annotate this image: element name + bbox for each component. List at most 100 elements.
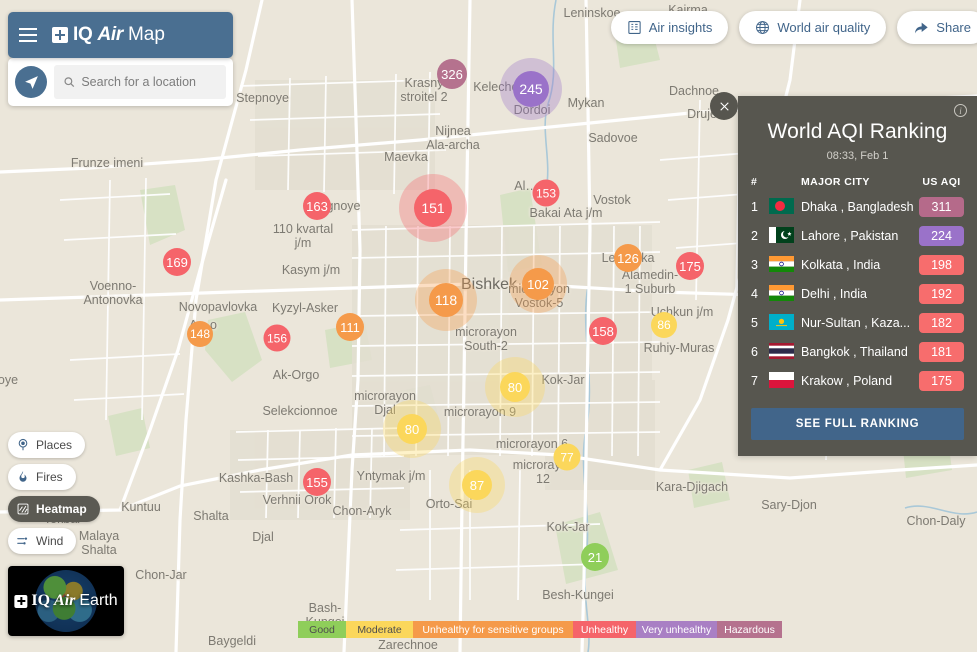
map-layer-toggles: Places Fires Heatmap Wind xyxy=(8,432,100,554)
layer-toggle-label: Wind xyxy=(36,534,64,548)
aqi-marker-value: 151 xyxy=(414,189,452,227)
aqi-marker[interactable]: 156 xyxy=(263,324,291,352)
aqi-marker[interactable]: 169 xyxy=(163,248,191,276)
search-field[interactable] xyxy=(54,65,226,99)
aqi-marker[interactable]: 153 xyxy=(532,179,560,207)
iqair-earth-widget[interactable]: IQ Air Earth xyxy=(8,566,124,636)
aqi-value-chip: 224 xyxy=(919,226,964,246)
aqi-marker[interactable]: 118 xyxy=(415,269,477,331)
aqi-marker[interactable]: 102 xyxy=(509,255,567,313)
country-flag-icon xyxy=(769,313,801,333)
hamburger-menu-icon[interactable] xyxy=(8,12,48,58)
layer-toggle-places[interactable]: Places xyxy=(8,432,86,458)
ranking-row-aqi: 192 xyxy=(919,284,964,304)
world-aqi-ranking-panel: i World AQI Ranking 08:33, Feb 1 # MAJOR… xyxy=(710,92,977,456)
country-flag-icon xyxy=(769,255,801,275)
aqi-marker[interactable]: 111 xyxy=(336,313,364,341)
aqi-marker-value: 77 xyxy=(553,443,581,471)
aqi-marker[interactable]: 158 xyxy=(589,317,617,345)
earth-brand-iq: IQ xyxy=(31,592,51,609)
ranking-row-aqi: 182 xyxy=(919,313,964,333)
aqi-marker[interactable]: 245 xyxy=(500,58,562,120)
ranking-row-rank: 6 xyxy=(751,345,758,359)
info-icon[interactable]: i xyxy=(954,104,967,117)
flame-icon xyxy=(16,470,30,484)
layer-toggle-wind[interactable]: Wind xyxy=(8,528,77,554)
close-icon[interactable] xyxy=(710,92,738,120)
layer-toggle-label: Fires xyxy=(36,470,63,484)
share-button[interactable]: Share xyxy=(897,11,977,44)
ranking-row[interactable]: 7 Krakow , Poland 175 xyxy=(751,371,964,391)
air-insights-button[interactable]: Air insights xyxy=(610,11,729,44)
aqi-marker[interactable]: 87 xyxy=(449,457,505,513)
world-air-quality-button[interactable]: World air quality xyxy=(739,11,887,44)
ranking-row[interactable]: 2 Lahore , Pakistan 224 xyxy=(751,226,964,246)
map-urban-blocks xyxy=(230,80,655,520)
aqi-value-chip: 198 xyxy=(919,255,964,275)
layer-toggle-heatmap[interactable]: Heatmap xyxy=(8,496,100,522)
ranking-row[interactable]: 4 Delhi , India 192 xyxy=(751,284,964,304)
country-flag-icon xyxy=(769,284,801,304)
ranking-row-rank: 5 xyxy=(751,316,758,330)
aqi-marker-value: 21 xyxy=(581,543,609,571)
column-header-aqi: US AQI xyxy=(922,176,961,188)
ranking-row[interactable]: 1 Dhaka , Bangladesh 311 xyxy=(751,197,964,217)
ranking-row-city: Krakow , Poland xyxy=(801,374,893,388)
globe-image xyxy=(35,570,97,632)
world-air-quality-label: World air quality xyxy=(777,20,871,35)
navigation-arrow-glyph xyxy=(24,75,38,89)
iqair-cross-icon xyxy=(14,594,28,608)
aqi-marker-value: 118 xyxy=(429,283,463,317)
ranking-row-city: Kolkata , India xyxy=(801,258,881,272)
ranking-row-rank: 7 xyxy=(751,374,758,388)
top-action-pills: Air insights World air quality Share xyxy=(610,11,977,44)
search-card xyxy=(8,58,233,106)
aqi-marker[interactable]: 155 xyxy=(303,468,331,496)
ranking-row[interactable]: 6 Bangkok , Thailand 181 xyxy=(751,342,964,362)
ranking-row-aqi: 175 xyxy=(919,371,964,391)
country-flag-icon xyxy=(769,197,801,217)
column-header-rank: # xyxy=(751,176,758,188)
aqi-marker-value: 102 xyxy=(522,268,554,300)
aqi-value-chip: 175 xyxy=(919,371,964,391)
aqi-marker-value: 153 xyxy=(532,179,560,207)
search-input[interactable] xyxy=(81,75,217,89)
aqi-marker[interactable]: 80 xyxy=(485,357,545,417)
aqi-marker[interactable]: 80 xyxy=(383,400,441,458)
share-arrow-icon xyxy=(915,22,928,33)
legend-item: Good xyxy=(298,621,346,638)
aqi-value-chip: 182 xyxy=(919,313,964,333)
ranking-row[interactable]: 3 Kolkata , India 198 xyxy=(751,255,964,275)
places-pin-icon xyxy=(16,438,30,452)
ranking-row[interactable]: 5 Nur-Sultan , Kaza... 182 xyxy=(751,313,964,333)
aqi-marker[interactable]: 151 xyxy=(399,174,467,242)
layer-toggle-fires[interactable]: Fires xyxy=(8,464,76,490)
aqi-marker-value: 111 xyxy=(336,313,364,341)
aqi-marker[interactable]: 326 xyxy=(437,59,467,89)
earth-brand: IQ Air Earth xyxy=(14,592,118,610)
column-header-city: MAJOR CITY xyxy=(801,176,870,188)
brand-map-text: Map xyxy=(127,24,165,45)
layer-toggle-label: Places xyxy=(36,438,73,452)
earth-brand-air: Air xyxy=(54,592,76,609)
aqi-marker[interactable]: 126 xyxy=(614,244,642,272)
aqi-marker-value: 155 xyxy=(303,468,331,496)
app-header: IQ Air Map xyxy=(8,12,233,58)
aqi-marker[interactable]: 163 xyxy=(303,192,331,220)
aqi-marker[interactable]: 21 xyxy=(581,543,609,571)
ranking-row-city: Delhi , India xyxy=(801,287,868,301)
aqi-marker[interactable]: 77 xyxy=(553,443,581,471)
ranking-row-aqi: 181 xyxy=(919,342,964,362)
aqi-marker[interactable]: 86 xyxy=(651,312,677,338)
aqi-marker-value: 169 xyxy=(163,248,191,276)
aqi-marker[interactable]: 148 xyxy=(187,321,213,347)
see-full-ranking-button[interactable]: SEE FULL RANKING xyxy=(751,408,964,440)
navigation-arrow-icon[interactable] xyxy=(15,66,47,98)
aqi-marker-value: 175 xyxy=(676,252,704,280)
heatmap-icon xyxy=(16,502,30,516)
ranking-row-aqi: 311 xyxy=(919,197,964,217)
search-icon xyxy=(64,77,75,88)
brand-logo[interactable]: IQ Air Map xyxy=(52,24,165,46)
aqi-marker[interactable]: 175 xyxy=(676,252,704,280)
